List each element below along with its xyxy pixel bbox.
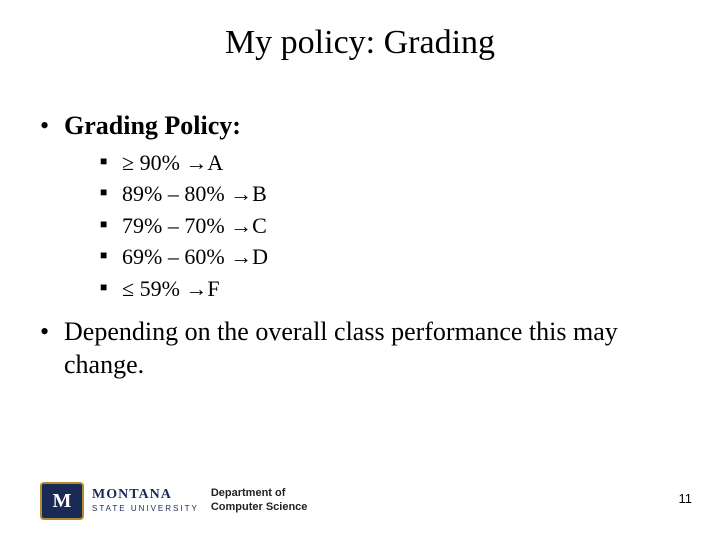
slide: My policy: Grading • Grading Policy: ■ ≥… (0, 0, 720, 540)
grade-item: ■ ≥ 90% →A (100, 149, 680, 177)
bullet-note: • Depending on the overall class perform… (40, 316, 680, 381)
bullet-text: Depending on the overall class performan… (64, 316, 680, 381)
grade-scale-list: ■ ≥ 90% →A ■ 89% – 80% →B ■ 79% – 70% →C… (100, 149, 680, 303)
grade-text: 79% – 70% →C (122, 212, 267, 240)
grade-item: ■ 79% – 70% →C (100, 212, 680, 240)
grade-item: ■ ≤ 59% →F (100, 275, 680, 303)
slide-title: My policy: Grading (0, 24, 720, 62)
grade-text: 69% – 60% →D (122, 243, 268, 271)
square-bullet-icon: ■ (100, 243, 122, 267)
university-name: MONTANA (92, 488, 199, 502)
square-bullet-icon: ■ (100, 149, 122, 173)
square-bullet-icon: ■ (100, 275, 122, 299)
department-text: Department of Computer Science (211, 487, 308, 515)
grade-item: ■ 89% – 80% →B (100, 180, 680, 208)
grade-item: ■ 69% – 60% →D (100, 243, 680, 271)
dept-line: Department of (211, 487, 308, 501)
bullet-grading-policy: • Grading Policy: (40, 110, 680, 143)
university-text-block: MONTANA STATE UNIVERSITY (92, 488, 199, 514)
slide-content: • Grading Policy: ■ ≥ 90% →A ■ 89% – 80%… (40, 110, 680, 387)
university-subname: STATE UNIVERSITY (92, 504, 199, 514)
square-bullet-icon: ■ (100, 180, 122, 204)
footer-branding: M MONTANA STATE UNIVERSITY Department of… (40, 482, 307, 520)
university-logo-icon: M (40, 482, 84, 520)
dept-line: Computer Science (211, 501, 308, 515)
page-number: 11 (679, 491, 693, 506)
grade-text: 89% – 80% →B (122, 180, 267, 208)
bullet-dot-icon: • (40, 316, 64, 347)
bullet-dot-icon: • (40, 110, 64, 141)
square-bullet-icon: ■ (100, 212, 122, 236)
bullet-text: Grading Policy: (64, 110, 241, 143)
grade-text: ≤ 59% →F (122, 275, 220, 303)
grade-text: ≥ 90% →A (122, 149, 223, 177)
